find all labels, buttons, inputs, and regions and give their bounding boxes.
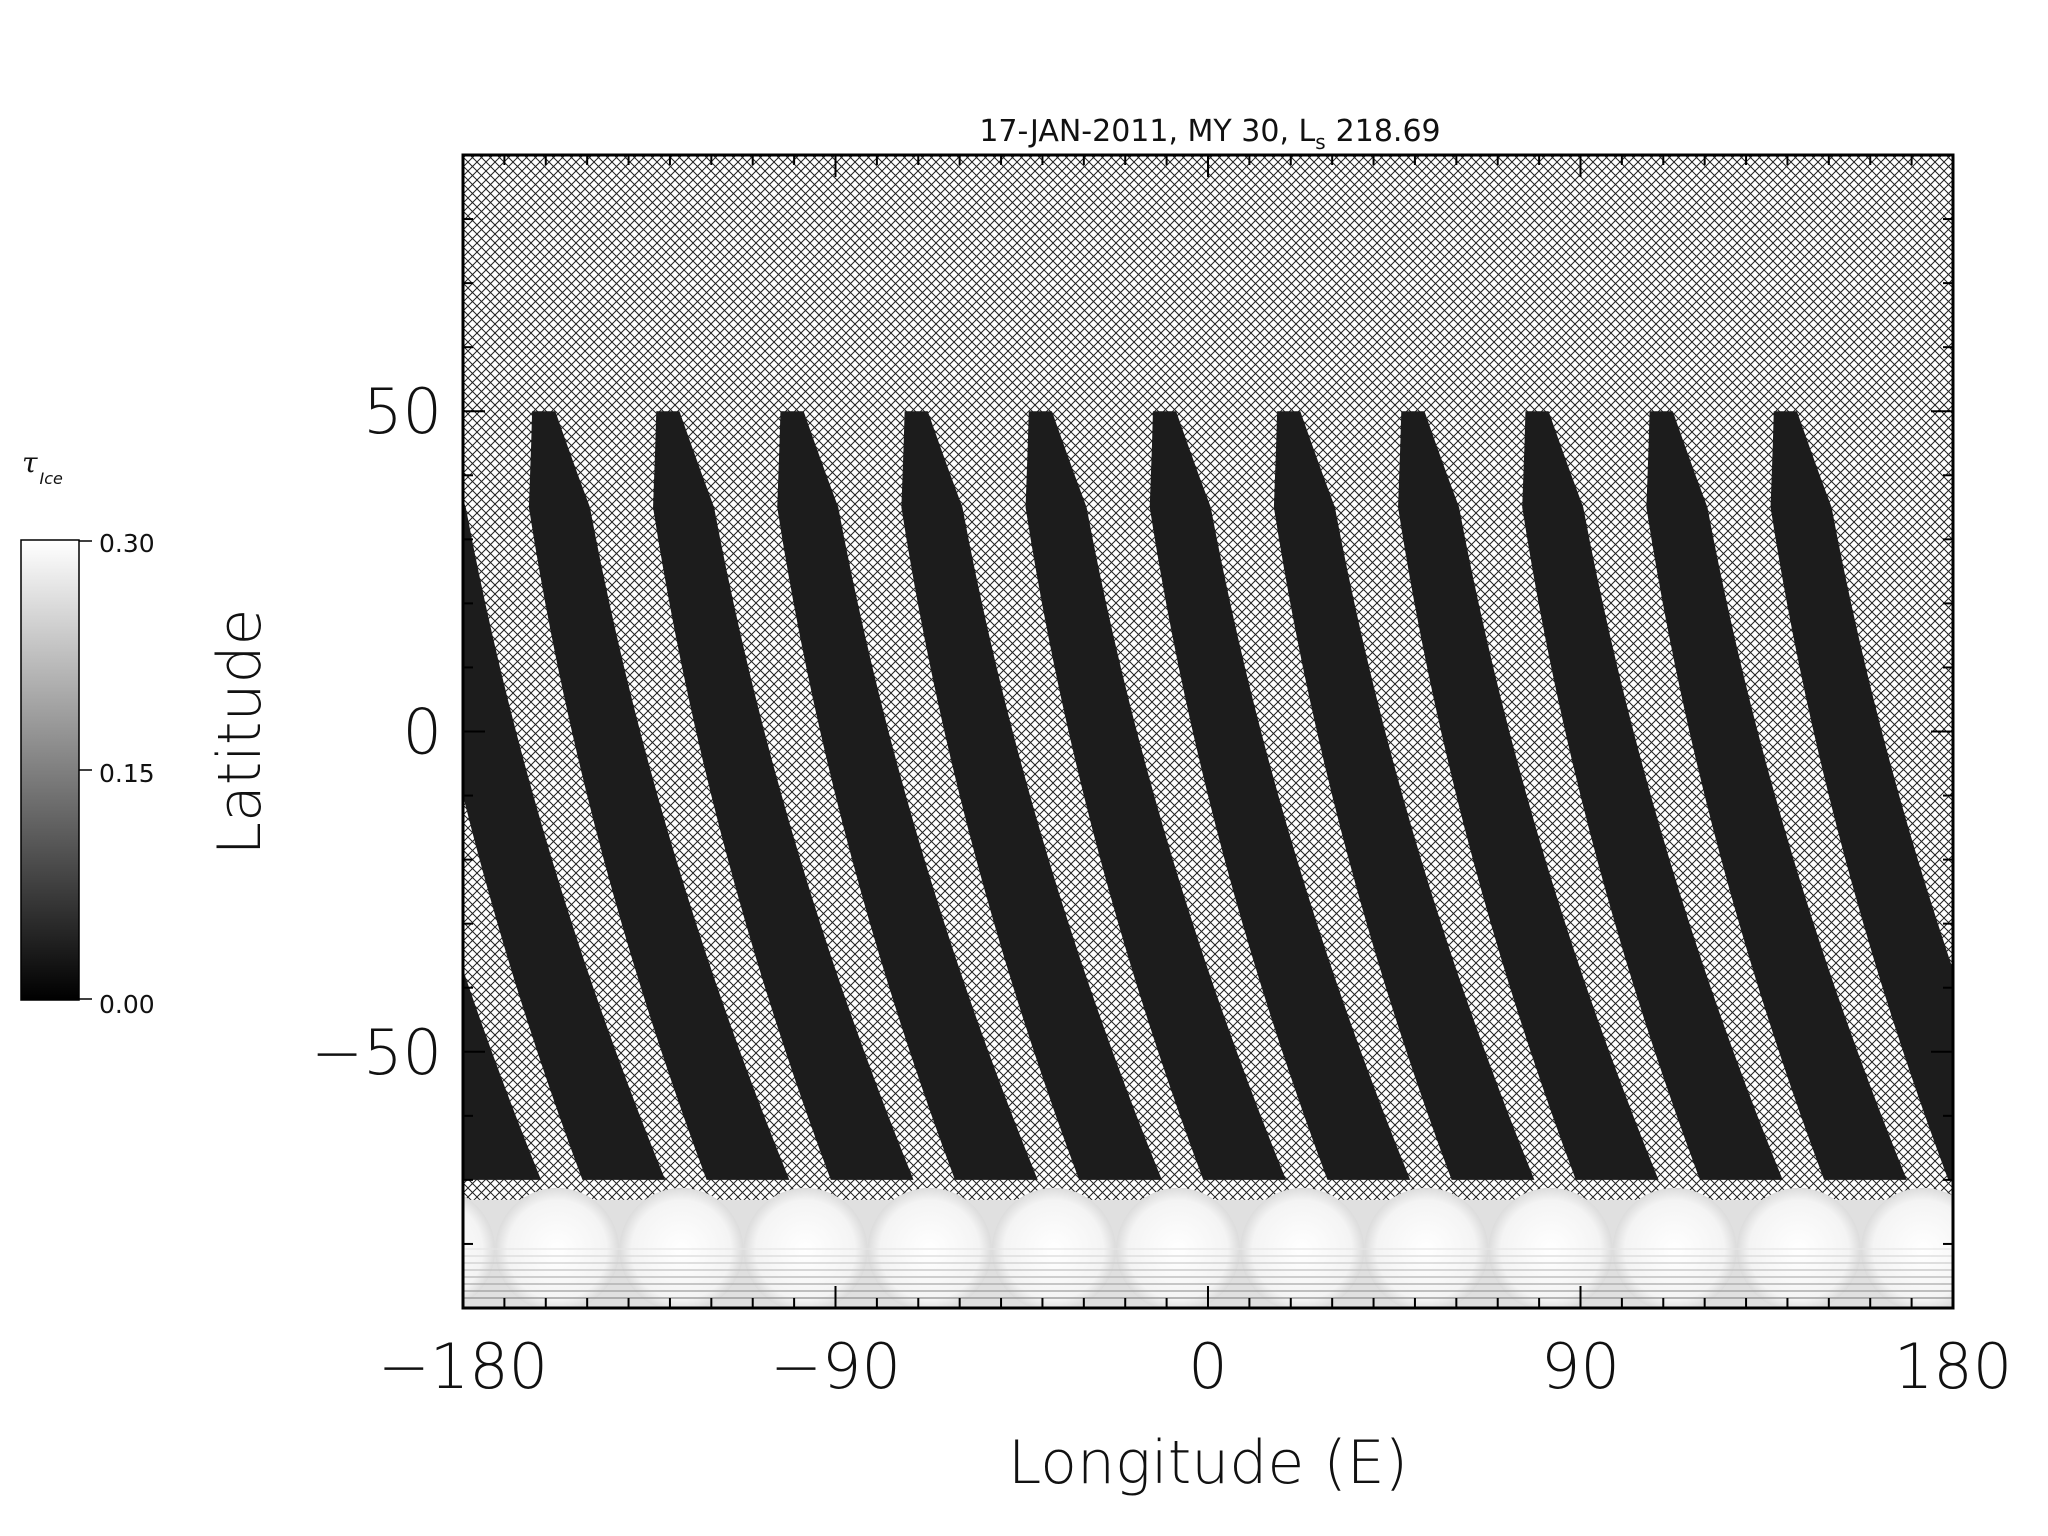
x-axis-label: Longitude (E) xyxy=(1008,1428,1408,1498)
orbit-swath xyxy=(1025,411,1287,1180)
orbit-swath xyxy=(463,969,542,1180)
orbit-swath xyxy=(901,411,1162,1180)
colorbar-title: τ Ice xyxy=(22,446,63,488)
orbit-swath xyxy=(463,499,666,1180)
orbit-swath xyxy=(1646,411,1907,1180)
y-axis-tick-labels: 50 0 −50 xyxy=(311,375,442,1089)
x-tick-label: 0 xyxy=(1188,1330,1227,1403)
x-tick-label: −90 xyxy=(770,1330,901,1403)
colorbar: τ Ice 0.30 0.15 0.00 xyxy=(20,446,155,1019)
y-tick-label: 50 xyxy=(363,375,442,448)
plot-area xyxy=(461,153,1955,1310)
colorbar-label-max: 0.30 xyxy=(99,529,155,558)
orbit-swath-layer xyxy=(463,411,1953,1180)
orbit-swath xyxy=(777,411,1038,1180)
polar-cap-layer xyxy=(463,1187,1953,1308)
x-tick-label: 90 xyxy=(1541,1330,1620,1403)
orbit-swath xyxy=(528,411,790,1180)
orbit-swath xyxy=(1398,411,1659,1180)
orbit-swath xyxy=(1522,411,1783,1180)
chart-title: 17-JAN-2011, MY 30, Ls 218.69 xyxy=(979,114,1440,154)
axis-tick-marks xyxy=(462,154,1954,1309)
colorbar-subscript: Ice xyxy=(40,469,64,488)
colorbar-label-min: 0.00 xyxy=(99,990,155,1019)
orbit-swath xyxy=(1273,411,1535,1180)
y-axis-label: Latitude xyxy=(205,609,275,856)
colorbar-gradient xyxy=(20,539,80,1001)
orbit-swath xyxy=(653,411,914,1180)
chart-title-value: 218.69 xyxy=(1336,114,1441,149)
orbit-swath xyxy=(1770,411,1953,1180)
x-tick-label: −180 xyxy=(378,1330,548,1403)
y-tick-label: 0 xyxy=(403,696,442,769)
x-tick-label: 180 xyxy=(1894,1330,2012,1403)
chart-title-main: 17-JAN-2011, MY 30, L xyxy=(979,114,1315,149)
orbit-swath xyxy=(1149,411,1411,1180)
y-tick-label: −50 xyxy=(311,1016,442,1089)
colorbar-symbol: τ xyxy=(22,446,38,479)
chart-title-subscript: s xyxy=(1315,130,1325,154)
x-axis-tick-labels: −180 −90 0 90 180 xyxy=(378,1330,2012,1403)
colorbar-label-mid: 0.15 xyxy=(99,759,155,788)
